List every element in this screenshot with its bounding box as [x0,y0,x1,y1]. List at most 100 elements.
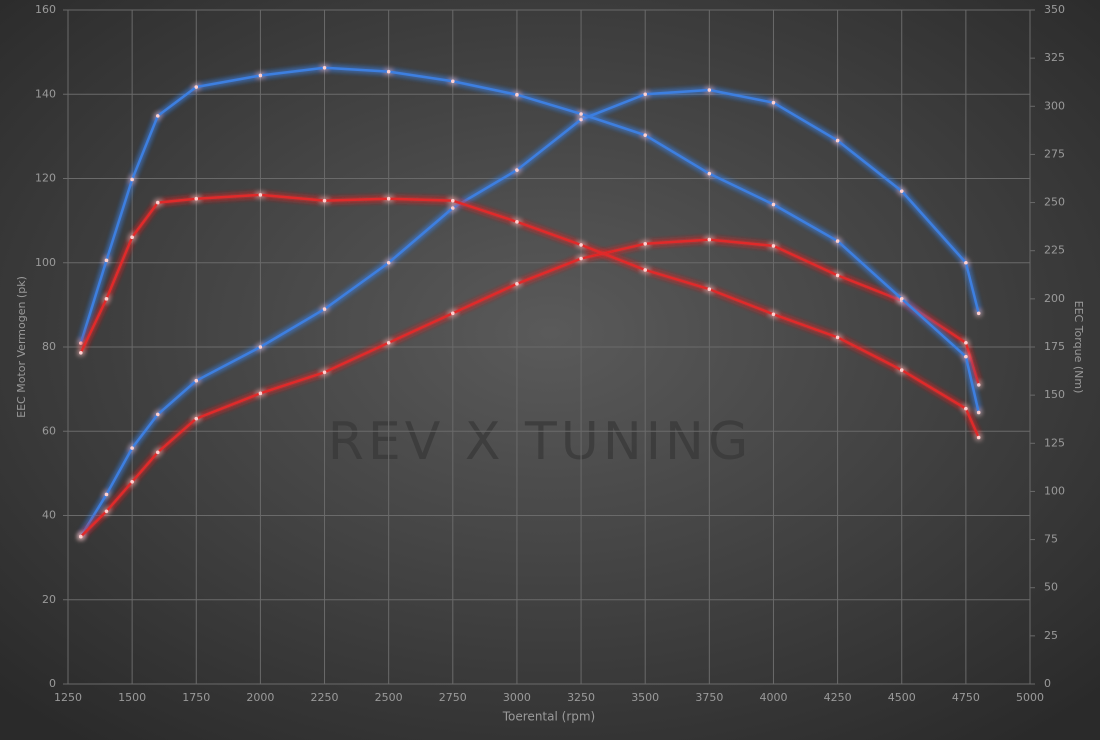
point [707,237,712,242]
point [707,88,712,92]
x-tick-label: 3000 [503,691,531,704]
y2-tick-label: 300 [1044,99,1065,112]
point [579,112,583,116]
point [964,260,968,265]
point [79,341,83,345]
y2-tick-label: 50 [1044,581,1058,594]
point [322,198,327,203]
point [104,492,109,497]
y2-axis-label: EEC Torque (Nm) [1072,301,1085,394]
point [643,268,647,272]
y2-tick-label: 275 [1044,147,1065,160]
x-tick-label: 3250 [567,691,595,704]
series [79,193,981,440]
point [386,196,391,201]
y-tick-label: 100 [35,256,56,269]
y-tick-label: 0 [49,677,56,690]
y2-tick-label: 75 [1044,533,1058,546]
point [964,354,968,359]
point [451,198,455,203]
point [515,168,519,172]
y-tick-label: 160 [35,3,56,16]
point [707,171,712,176]
point [976,311,981,316]
point [155,450,160,455]
point [771,312,776,317]
point [707,287,712,292]
point [964,406,968,411]
y2-tick-label: 200 [1044,292,1065,305]
point [579,256,583,261]
point [835,273,840,278]
y-tick-label: 80 [42,340,56,353]
point [899,297,904,301]
point [79,350,83,355]
point [194,196,199,201]
y-tick-label: 120 [35,172,56,185]
y2-tick-label: 225 [1044,244,1065,257]
point [130,446,134,450]
point [130,235,134,240]
point [258,73,263,78]
point [451,311,455,316]
y2-tick-label: 125 [1044,436,1065,449]
x-tick-label: 3500 [631,691,659,704]
x-tick-label: 4250 [824,691,852,704]
point [322,370,327,375]
x-tick-label: 4750 [952,691,980,704]
series [79,88,981,539]
x-tick-label: 4000 [759,691,787,704]
y2-tick-label: 250 [1044,196,1065,209]
point [258,193,263,197]
point [194,85,199,89]
point [579,243,583,247]
point [451,79,455,84]
y-tick-label: 140 [35,87,56,100]
point [104,258,109,263]
y2-tick-label: 25 [1044,629,1058,642]
y-tick-label: 40 [42,509,56,522]
point [899,368,904,372]
line [79,66,980,413]
x-tick-label: 2000 [246,691,274,704]
point [79,534,83,539]
point [194,416,199,421]
point [322,65,327,70]
x-tick-label: 1500 [118,691,146,704]
point [451,206,455,210]
point [322,307,327,311]
point [258,345,263,349]
x-tick-label: 2750 [439,691,467,704]
point [976,410,981,415]
x-tick-label: 2250 [311,691,339,704]
series [79,65,981,415]
point [155,114,160,118]
y2-tick-label: 150 [1044,388,1065,401]
point [258,391,263,396]
x-tick-label: 3750 [695,691,723,704]
watermark: REV X TUNING [328,412,753,472]
y-tick-label: 60 [42,424,56,437]
point [155,200,160,205]
point [579,117,583,122]
point [515,282,519,286]
point [899,189,904,193]
point [515,92,519,97]
point [104,509,109,514]
point [643,92,647,97]
y-axis-label: EEC Motor Vermogen (pk) [15,276,28,418]
point [643,133,647,137]
y2-tick-label: 325 [1044,51,1065,64]
point [964,340,968,345]
x-tick-label: 5000 [1016,691,1044,704]
y2-tick-label: 350 [1044,3,1065,16]
point [643,241,647,246]
line [79,238,980,538]
point [130,480,134,484]
point [515,220,519,224]
point [976,383,981,387]
y2-tick-label: 100 [1044,484,1065,497]
